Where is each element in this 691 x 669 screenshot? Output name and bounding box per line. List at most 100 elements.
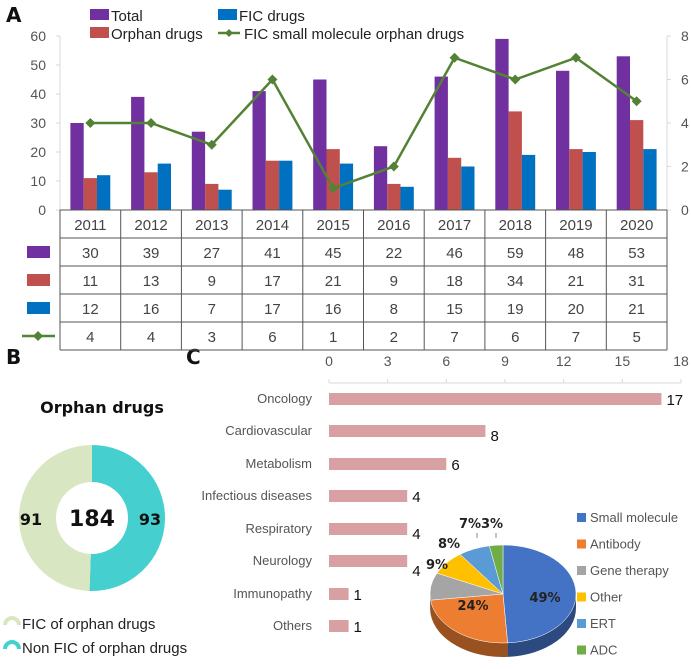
table-cell: 46 [446, 245, 463, 262]
donut-chart: 184 91 93 [19, 445, 166, 592]
c-category-label: Immunopathy [233, 586, 312, 601]
c-bar [329, 588, 349, 600]
bar-orphan-drugs [83, 178, 97, 210]
table-cell: 34 [507, 273, 524, 290]
table-cell: 31 [628, 273, 645, 290]
table-cell: 2 [390, 329, 398, 346]
table-year-label: 2014 [256, 217, 289, 234]
line-fic-small-molecule [90, 56, 638, 190]
pie-side-wall [507, 594, 576, 657]
donut-center-total: 184 [69, 507, 115, 532]
table-cell: 48 [568, 245, 585, 262]
table-cell: 7 [208, 301, 216, 318]
legend-label: FIC drugs [239, 8, 305, 25]
bar-orphan-drugs [630, 120, 644, 210]
pie-value-label: 24% [457, 599, 488, 614]
chart-a-legend: Total FIC drugs Orphan drugs FIC small mole… [90, 8, 464, 43]
c-bar [329, 393, 662, 405]
table-cell: 20 [568, 301, 585, 318]
table-cell: 21 [568, 273, 585, 290]
table-cell: 21 [628, 301, 645, 318]
table-cell: 11 [83, 273, 99, 290]
right-tick-label: 2 [681, 159, 689, 175]
donut-legend-icon [3, 640, 21, 649]
table-cell: 18 [446, 273, 463, 290]
left-tick-label: 50 [30, 57, 46, 73]
left-tick-label: 0 [38, 202, 46, 218]
table-key-swatch [27, 274, 50, 286]
table-key-marker [33, 331, 43, 341]
bar-total [556, 70, 570, 210]
pie-side-wall [430, 600, 508, 657]
table-cell: 30 [82, 245, 99, 262]
table-cell: 21 [325, 273, 342, 290]
bar-total [434, 76, 448, 210]
table-year-label: 2011 [74, 217, 106, 234]
table-key-swatch [27, 302, 50, 314]
donut-slice-non-fic-of-orphan-drugs [89, 445, 166, 592]
table-cell: 1 [329, 329, 337, 346]
c-category-label: Respiratory [246, 521, 313, 536]
pie-legend-swatch [577, 513, 586, 522]
donut-value-non-fic: 93 [139, 510, 161, 529]
c-bar-value: 4 [412, 489, 420, 506]
c-axis-tick-label: 9 [501, 353, 509, 369]
pie-slice-adc [489, 544, 504, 595]
line-marker [267, 74, 278, 85]
c-axis-tick-label: 12 [556, 353, 572, 369]
bar-fic-drugs [97, 175, 111, 210]
bar-total [616, 56, 630, 210]
line-marker [631, 96, 642, 107]
pie-legend-label: Other [590, 590, 623, 605]
bar-total [313, 79, 327, 210]
c-bar [329, 490, 408, 502]
bar-total [495, 38, 509, 211]
table-cell: 3 [208, 329, 216, 346]
table-year-label: 2012 [134, 217, 167, 234]
table-cell: 45 [325, 245, 342, 262]
c-category-label: Oncology [257, 391, 312, 406]
c-category-label: Infectious diseases [201, 488, 312, 503]
table-cell: 41 [264, 245, 281, 262]
table-cell: 17 [264, 301, 281, 318]
legend-label: Total [111, 8, 143, 25]
c-bar-value: 4 [412, 526, 420, 543]
donut-legend-label: FIC of orphan drugs [22, 616, 155, 633]
chart-a-line [85, 52, 642, 194]
table-cell: 5 [632, 329, 640, 346]
legend-label: FIC small molecule orphan drugs [244, 26, 464, 43]
left-tick-label: 10 [30, 173, 46, 189]
pie-legend-swatch [577, 566, 586, 575]
table-cell: 39 [143, 245, 160, 262]
c-category-label: Cardiovascular [225, 423, 312, 438]
legend-line-marker [225, 29, 233, 37]
bar-total [252, 91, 266, 210]
donut-legend-label: Non FIC of orphan drugs [22, 640, 187, 657]
pie-slice-antibody [430, 593, 508, 644]
table-cell: 13 [143, 273, 160, 290]
right-tick-label: 0 [681, 202, 689, 218]
right-tick-label: 4 [681, 115, 689, 131]
table-cell: 9 [390, 273, 398, 290]
table-cell: 16 [325, 301, 342, 318]
bar-orphan-drugs [326, 149, 340, 210]
c-bar-value: 8 [490, 428, 498, 445]
bar-fic-drugs [339, 163, 354, 210]
table-cell: 8 [390, 301, 398, 318]
c-axis-tick-label: 0 [325, 353, 333, 369]
pie-legend-label: ADC [590, 643, 617, 658]
c-bar-value: 4 [412, 563, 420, 580]
panel-label-a: A [6, 3, 22, 27]
bar-fic-drugs [279, 160, 293, 210]
donut-slice-fic-of-orphan-drugs [19, 445, 93, 591]
c-bar-value: 17 [666, 392, 683, 409]
line-marker [388, 161, 399, 172]
table-cell: 9 [208, 273, 216, 290]
pie-legend-swatch [577, 619, 586, 628]
legend-swatch-orphan-drugs [90, 27, 109, 38]
c-bar [329, 620, 349, 632]
line-marker [510, 74, 521, 85]
left-tick-label: 60 [30, 28, 46, 44]
pie-legend-swatch [577, 539, 586, 549]
